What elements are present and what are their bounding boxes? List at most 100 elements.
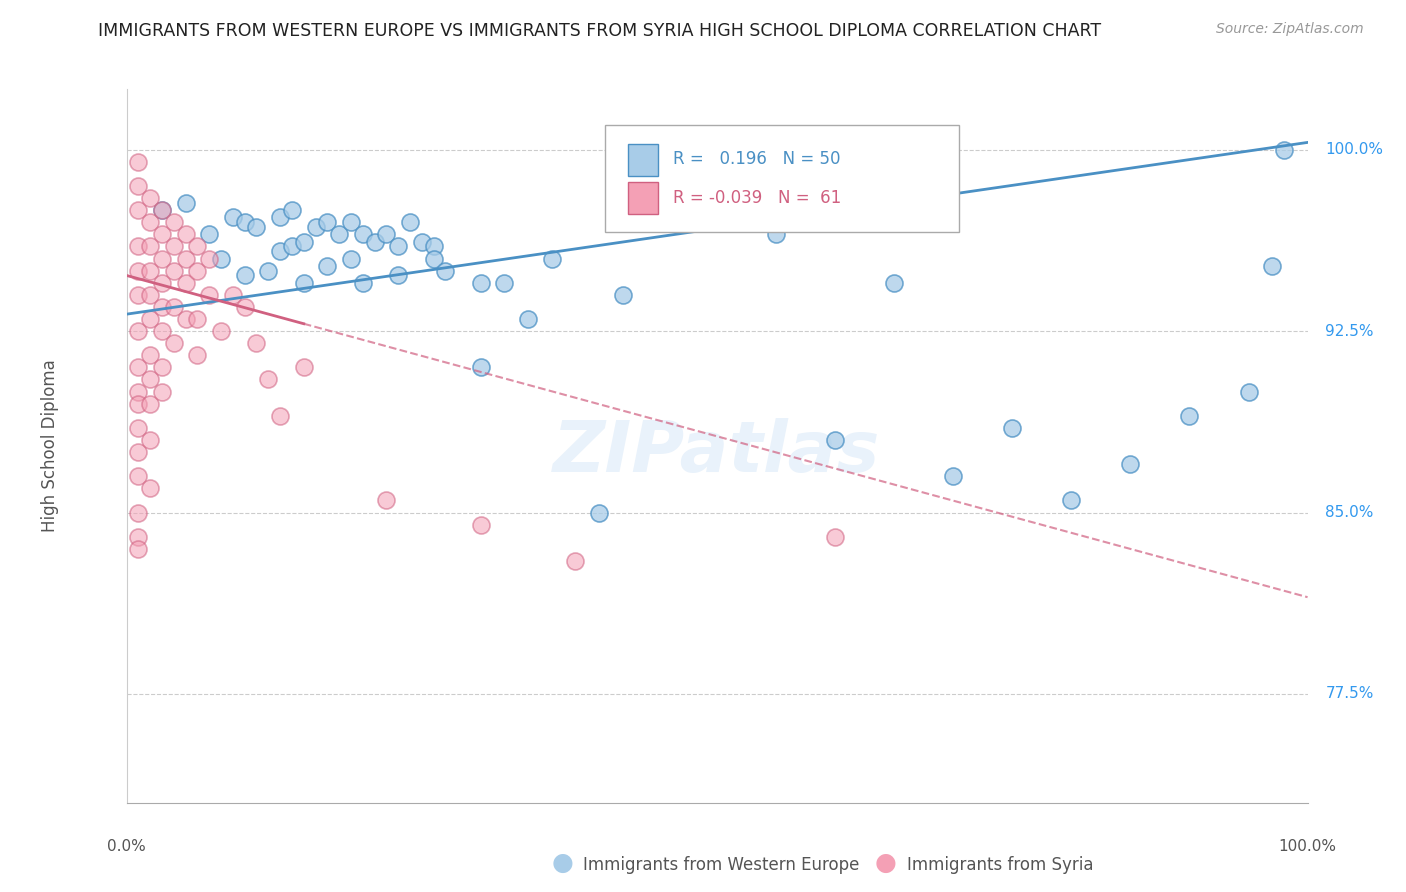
Point [399,215,422,229]
Point [363,235,385,249]
Point [517,312,540,326]
Point [281,239,304,253]
Text: 77.5%: 77.5% [1326,687,1374,701]
Point [942,469,965,483]
Point [163,239,186,253]
Point [494,276,516,290]
Point [292,276,315,290]
Point [387,268,409,283]
Text: 100.0%: 100.0% [1326,142,1384,157]
Point [470,276,492,290]
Point [434,263,457,277]
Point [257,372,280,386]
Point [1119,457,1142,471]
Text: 100.0%: 100.0% [1278,839,1337,854]
Text: R =   0.196   N = 50: R = 0.196 N = 50 [673,150,841,168]
Point [163,215,186,229]
Point [233,268,256,283]
Text: IMMIGRANTS FROM WESTERN EUROPE VS IMMIGRANTS FROM SYRIA HIGH SCHOOL DIPLOMA CORR: IMMIGRANTS FROM WESTERN EUROPE VS IMMIGR… [98,22,1101,40]
Point [127,360,149,375]
Point [209,324,232,338]
Point [304,220,326,235]
Point [612,288,634,302]
Point [150,252,173,266]
Text: Immigrants from Western Europe: Immigrants from Western Europe [583,855,860,873]
Point [139,288,162,302]
Text: 92.5%: 92.5% [1326,324,1374,339]
Point [198,227,221,242]
Point [198,252,221,266]
Text: ●: ● [875,851,897,875]
Point [186,312,208,326]
Point [245,336,267,351]
Text: R = -0.039   N =  61: R = -0.039 N = 61 [673,189,842,207]
Text: ●: ● [551,851,574,875]
Point [222,211,245,225]
Text: 85.0%: 85.0% [1326,505,1374,520]
Point [127,421,149,435]
Point [328,227,350,242]
Point [150,384,173,399]
Point [375,493,398,508]
Point [564,554,586,568]
Point [150,276,173,290]
Point [127,154,149,169]
Point [139,312,162,326]
Point [1272,143,1295,157]
Point [139,372,162,386]
Point [139,397,162,411]
Point [765,227,787,242]
Text: High School Diploma: High School Diploma [41,359,59,533]
Point [139,191,162,205]
Point [127,397,149,411]
Point [174,312,197,326]
Point [233,215,256,229]
Point [127,541,149,556]
Point [127,203,149,218]
Point [174,227,197,242]
FancyBboxPatch shape [605,125,959,232]
Point [1178,409,1201,423]
Point [883,276,905,290]
Point [186,348,208,362]
Point [245,220,267,235]
Point [186,263,208,277]
Point [150,324,173,338]
Point [127,324,149,338]
Point [588,506,610,520]
Point [127,445,149,459]
Point [127,288,149,302]
Point [139,215,162,229]
Point [375,227,398,242]
Point [470,360,492,375]
FancyBboxPatch shape [628,182,658,214]
Point [352,276,374,290]
Text: ZIPatlas: ZIPatlas [554,417,880,486]
Point [233,300,256,314]
Point [127,530,149,544]
Point [340,252,363,266]
Point [150,203,173,218]
Point [257,263,280,277]
Point [540,252,562,266]
Point [352,227,374,242]
Point [163,336,186,351]
Point [422,239,444,253]
Point [186,239,208,253]
Point [139,481,162,495]
Point [269,244,291,259]
Point [470,517,492,532]
Point [209,252,232,266]
Text: Immigrants from Syria: Immigrants from Syria [907,855,1094,873]
Point [198,288,221,302]
Point [150,300,173,314]
Point [292,235,315,249]
Point [139,433,162,447]
Point [150,203,173,218]
Point [163,300,186,314]
Point [127,506,149,520]
Point [150,227,173,242]
FancyBboxPatch shape [628,145,658,177]
Point [150,360,173,375]
Text: 0.0%: 0.0% [107,839,146,854]
